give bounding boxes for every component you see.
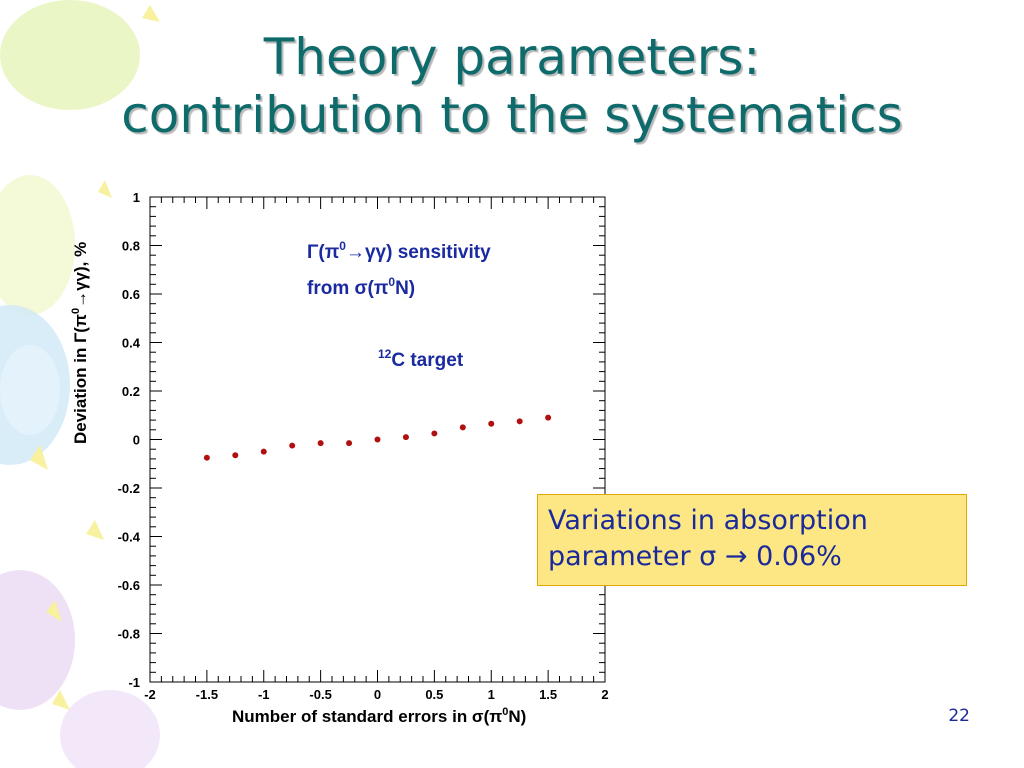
y-axis-label: Deviation in Γ(π0→γγ), % [70,242,90,444]
y-tick-label: 0.8 [122,239,140,254]
y-tick-label: 0.6 [122,287,140,302]
data-point [459,424,466,431]
callout-sigma-symbol: σ [699,541,717,572]
data-point [545,414,552,421]
x-tick-labels: -2 -1.5 -1 -0.5 0 0.5 1 1.5 2 [144,687,608,702]
data-point [346,440,353,447]
callout-line-2: parameter σ → 0.06% [548,539,956,575]
x-tick-label: 1.5 [539,687,557,702]
slide-title: Theory parameters: contribution to the s… [40,28,984,144]
x-tick-label: 2 [601,687,608,702]
y-tick-label: -0.6 [118,578,140,593]
data-point [516,418,523,425]
x-tick-label: 0.5 [425,687,443,702]
x-axis-label: Number of standard errors in σ(π0N) [232,706,526,726]
title-line-2: contribution to the systematics [121,86,903,144]
x-tick-label: -2 [144,687,156,702]
y-tick-label: -0.8 [118,627,140,642]
data-point [289,442,296,449]
callout-value: 0.06% [756,541,842,572]
data-points [203,414,552,461]
axis-ticks [149,196,606,683]
x-tick-label: -1.5 [196,687,218,702]
callout-arrow-icon: → [724,541,748,572]
callout-parameter-text: parameter [548,541,700,572]
slide-number: 22 [948,706,970,726]
annotation-line-3: 12C target [378,347,464,371]
y-tick-label: -1 [128,675,140,690]
x-tick-label: 0 [374,687,381,702]
y-tick-label: 0 [133,433,140,448]
x-tick-label: -1 [258,687,270,702]
data-point [232,452,239,459]
data-point [488,420,495,427]
y-tick-labels: 1 0.8 0.6 0.4 0.2 0 -0.2 -0.4 -0.6 -0.8 -1 [118,190,141,690]
y-tick-label: -0.4 [118,530,141,545]
y-tick-label: 0.4 [122,336,141,351]
data-point [431,430,438,437]
annotation-line-2: from σ(π0N) [307,275,415,299]
x-tick-label: 1 [488,687,495,702]
y-tick-label: -0.2 [118,481,140,496]
data-point [317,440,324,447]
y-tick-label: 0.2 [122,384,140,399]
data-point [260,448,267,455]
callout-line-1: Variations in absorption [548,505,868,536]
systematics-callout-box: Variations in absorption parameter σ → 0… [537,494,967,586]
data-point [402,434,409,441]
title-line-1: Theory parameters: [263,28,761,86]
annotation-line-1: Γ(π0→γγ) sensitivity [307,239,491,263]
data-point [203,454,210,461]
data-point [374,436,381,443]
x-tick-label: -0.5 [309,687,331,702]
y-tick-label: 1 [133,190,140,205]
